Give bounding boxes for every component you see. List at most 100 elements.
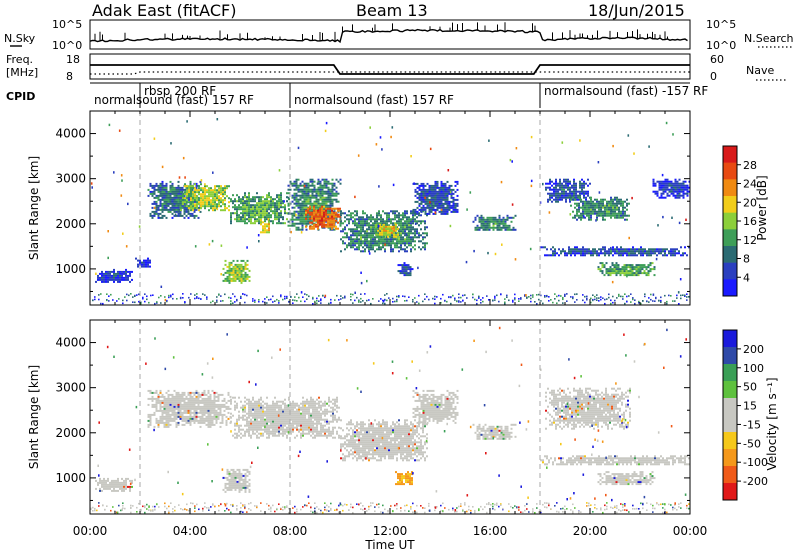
power-cell [668,250,670,253]
power-cell [366,236,368,239]
power-cell [107,270,109,273]
velocity-cell [197,415,200,418]
power-cell [230,214,232,217]
power-cell [426,242,428,245]
power-cell [208,197,210,200]
power-cell [161,182,164,185]
power-cell [299,188,302,191]
power-cell [321,221,323,224]
power-cell [401,270,404,273]
power-cell [220,295,222,297]
power-cell [366,232,368,235]
power-cell [632,252,634,255]
power-cell [558,294,560,297]
power-cell [303,212,306,215]
power-cell [648,145,650,148]
power-cell [352,293,354,296]
power-cell [246,214,248,217]
power-cell [366,220,368,223]
power-cell [204,207,206,210]
power-cell [196,293,198,295]
power-cell [630,252,632,255]
power-cell [175,194,178,197]
power-cell [138,300,140,303]
power-cell [317,194,320,197]
power-cell [392,248,394,251]
power-cell [398,236,400,239]
power-cell [274,206,276,209]
power-cell [682,184,685,187]
power-cell [492,222,495,225]
power-cell [408,234,410,237]
power-cell [204,195,206,198]
power-cell [378,218,380,221]
power-cell [372,236,374,239]
power-cell [293,222,296,225]
power-cell [422,236,424,239]
power-cell [559,198,561,201]
power-cell [434,302,436,305]
power-cell [197,206,200,209]
power-cell [157,204,160,207]
power-cell [573,178,575,181]
power-cell [280,196,282,199]
power-cell [446,212,449,215]
power-cell [339,215,341,218]
power-cell [240,259,243,262]
power-cell [362,216,364,219]
power-cell [256,202,258,205]
power-cell [654,190,657,193]
power-cell [554,254,556,257]
power-cell [127,270,129,273]
power-cell [200,201,202,204]
power-cell [352,244,354,247]
power-cell [580,254,582,257]
power-cell [621,270,624,273]
power-cell [228,281,231,284]
power-cell [418,202,421,205]
power-cell [666,186,669,189]
power-cell [551,196,553,199]
power-cell [226,275,229,278]
power-cell [188,207,190,210]
power-cell [568,246,570,249]
velocity-cell [201,391,204,394]
power-cell [319,207,321,210]
velocity-cell [163,395,166,398]
power-cell [580,206,582,209]
power-cell [635,274,638,277]
power-cell [311,211,313,214]
power-cell [590,216,592,219]
power-cell [125,278,127,281]
power-cell [606,212,608,215]
power-cell [403,270,406,273]
power-cell [420,220,422,223]
power-cell [434,204,437,207]
power-cell [398,242,400,245]
power-cell [306,298,308,300]
power-cell [268,225,270,228]
power-cell [389,227,391,230]
power-cell [266,208,268,211]
power-cell [611,268,614,271]
power-cell [258,218,260,221]
power-cell [617,266,620,269]
power-cell [103,278,105,281]
power-cell [204,197,206,200]
power-cell [504,228,507,231]
power-cell [496,294,498,297]
power-cell [119,272,121,275]
power-cell [366,246,368,249]
power-cell [628,295,630,297]
power-cell [364,222,366,225]
power-cell [636,250,638,253]
power-cell [565,186,567,189]
power-cell [155,188,158,191]
power-cell [561,196,563,199]
power-cell [313,196,316,199]
power-cell [396,300,398,303]
power-cell [596,198,598,201]
power-cell [410,210,412,213]
power-cell [299,198,302,201]
power-cell [563,192,565,195]
